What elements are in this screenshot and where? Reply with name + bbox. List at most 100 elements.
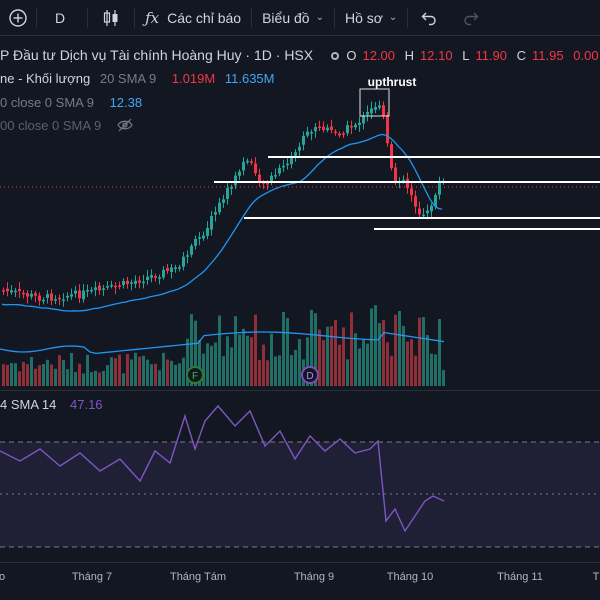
candle <box>410 188 413 196</box>
volume-bar <box>314 313 317 386</box>
candle <box>70 294 73 297</box>
volume-bar <box>326 326 329 386</box>
time-axis-label: Tháng 9 <box>293 571 335 583</box>
candle <box>394 167 397 183</box>
volume-bar <box>138 356 141 386</box>
volume-bar <box>58 355 61 386</box>
candle <box>346 125 349 134</box>
candle <box>214 212 217 215</box>
volume-bar <box>66 369 69 386</box>
candle <box>254 163 257 174</box>
redo-button[interactable] <box>450 0 492 36</box>
volume-bar <box>2 364 5 386</box>
volume-bar <box>382 319 385 386</box>
volume-bar <box>258 359 261 386</box>
dividend-marker-d[interactable]: D <box>301 366 319 384</box>
upthrust-label: upthrust <box>368 75 417 89</box>
volume-bar <box>122 373 125 386</box>
candle <box>130 282 133 284</box>
volume-bar <box>366 343 369 386</box>
candle <box>418 208 421 215</box>
change-value: 0.00 ( <box>573 48 600 63</box>
candle <box>274 175 277 177</box>
volume-bar <box>106 365 109 386</box>
sma-legend[interactable]: 0 close 0 SMA 9 12.38 <box>0 95 148 110</box>
close-label: C <box>516 48 527 63</box>
volume-bar <box>394 314 397 386</box>
indicators-label: Các chỉ báo <box>167 9 242 26</box>
volume-bar <box>38 365 41 386</box>
candle <box>38 295 41 301</box>
volume-bar <box>234 316 237 386</box>
time-axis[interactable]: o Tháng 7 Tháng Tám Tháng 9 Tháng 10 Thá… <box>0 562 600 600</box>
volume-bar <box>18 371 21 386</box>
add-icon <box>9 8 27 27</box>
candle <box>318 126 321 129</box>
candle <box>186 255 189 257</box>
rsi-legend[interactable]: 4 SMA 14 47.16 <box>0 397 109 412</box>
add-symbol-button[interactable] <box>0 0 36 36</box>
volume-bar <box>358 348 361 386</box>
volume-bar <box>26 364 29 386</box>
dividend-marker-f[interactable]: F <box>186 366 204 384</box>
eye-slash-icon[interactable] <box>117 118 133 132</box>
volume-bar <box>82 373 85 386</box>
hidden-indicator-legend[interactable]: 00 close 0 SMA 9 <box>0 118 133 133</box>
candle <box>6 288 9 292</box>
rsi-pane[interactable] <box>0 391 600 561</box>
volume-bar <box>166 359 169 386</box>
price-chart-pane[interactable]: upthrust F D <box>0 36 600 390</box>
candle <box>62 299 65 302</box>
volume-bar <box>250 337 253 386</box>
top-toolbar: D ƒx Các chỉ báo Biểu đồ ⌄ Hồ sơ ⌄ <box>0 0 600 36</box>
low-label: L <box>462 48 470 63</box>
time-axis-label: Tháng Tám <box>169 571 227 583</box>
volume-bar <box>294 349 297 386</box>
volume-bar <box>398 310 401 386</box>
volume-bar <box>242 328 245 386</box>
candle <box>22 292 25 295</box>
volume-bar <box>362 339 365 386</box>
candle <box>14 290 17 293</box>
undo-button[interactable] <box>408 0 450 36</box>
volume-bar <box>414 355 417 386</box>
candle <box>242 161 245 171</box>
chart-style-button[interactable] <box>88 0 134 36</box>
volume-bar <box>370 308 373 386</box>
volume-bar <box>214 342 217 386</box>
candle <box>98 285 101 291</box>
volume-bar <box>98 372 101 386</box>
chart-type-dropdown[interactable]: Biểu đồ ⌄ <box>252 0 334 36</box>
candle <box>366 111 369 115</box>
volume-bar <box>90 372 93 386</box>
candle <box>290 156 293 165</box>
symbol-title[interactable]: P Đầu tư Dịch vụ Tài chính Hoàng Huy · 1… <box>0 47 314 63</box>
volume-bar <box>226 336 229 386</box>
candle <box>90 289 93 292</box>
volume-bar <box>306 337 309 386</box>
time-axis-label: Tháng 10 <box>386 571 434 583</box>
pane-divider[interactable] <box>0 390 600 391</box>
indicators-button[interactable]: ƒx Các chỉ báo <box>135 0 251 36</box>
candle <box>230 187 233 189</box>
volume-bar <box>438 319 441 386</box>
volume-bar <box>262 344 265 386</box>
candle <box>354 124 357 128</box>
volume-bar <box>162 352 165 386</box>
volume-legend[interactable]: ne - Khối lượng 20 SMA 9 1.019M 11.635M <box>0 71 281 86</box>
candle <box>2 290 5 292</box>
candle <box>326 127 329 131</box>
candle <box>46 294 49 299</box>
candle <box>134 280 137 284</box>
interval-button[interactable]: D <box>55 9 66 26</box>
candle <box>54 299 57 301</box>
volume-bar <box>222 356 225 386</box>
profile-dropdown[interactable]: Hồ sơ ⌄ <box>335 0 407 36</box>
dropdown-chevron-icon: ⌄ <box>315 12 324 23</box>
volume-sma-value: 11.635M <box>224 71 275 86</box>
candle <box>298 146 301 151</box>
volume-bar <box>426 335 429 386</box>
volume-bar <box>198 339 201 386</box>
volume-bar <box>142 355 145 386</box>
candle <box>270 175 273 184</box>
